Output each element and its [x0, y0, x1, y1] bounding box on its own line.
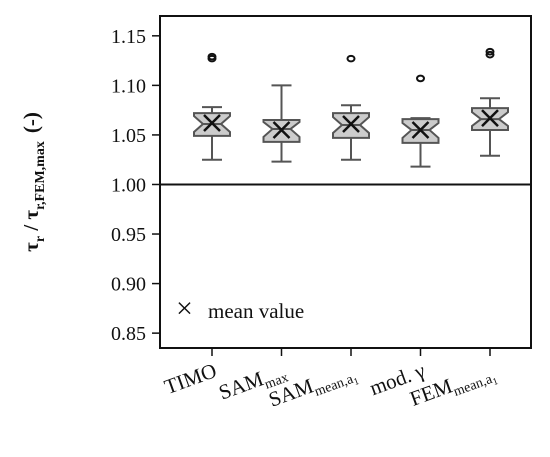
mean-marker-stroke-2 — [272, 121, 291, 139]
mean-marker-stroke-2 — [411, 121, 430, 139]
y-axis-label: τr / τr,FEM,max(-) — [19, 112, 48, 252]
mean-marker-stroke-2 — [342, 115, 360, 133]
box-group — [193, 52, 231, 161]
box-group — [401, 74, 440, 168]
y-tick-label: 0.90 — [111, 274, 146, 296]
box-group — [262, 84, 301, 163]
outlier-point — [346, 54, 356, 63]
axes — [159, 15, 532, 356]
box-series — [193, 47, 509, 168]
outlier-point — [416, 74, 425, 83]
legend-label: mean value — [208, 299, 304, 323]
y-tick-label: 1.15 — [111, 26, 146, 48]
outlier-point — [207, 52, 217, 61]
y-tick-label: 1.10 — [111, 75, 146, 97]
x-category-label: TIMO — [161, 358, 220, 399]
y-tick-label: 0.85 — [111, 323, 146, 345]
mean-marker-stroke-2 — [481, 109, 499, 127]
plot-frame — [159, 15, 532, 349]
x-category-label: SAMmean,a1 — [265, 358, 360, 417]
y-axis-ticks: 0.85 0.90 0.95 1.00 1.05 1.10 1.15 — [111, 26, 160, 345]
legend: × mean value — [176, 292, 304, 325]
box-group — [332, 54, 370, 161]
y-tick-label: 1.00 — [111, 174, 146, 196]
y-tick-label: 0.95 — [111, 224, 146, 246]
box-group — [471, 47, 509, 157]
outlier-point — [485, 47, 495, 56]
mean-marker-stroke-2 — [203, 114, 221, 132]
legend-symbol: × — [176, 292, 193, 325]
y-tick-label: 1.05 — [111, 125, 146, 147]
outlier-point — [485, 50, 495, 59]
